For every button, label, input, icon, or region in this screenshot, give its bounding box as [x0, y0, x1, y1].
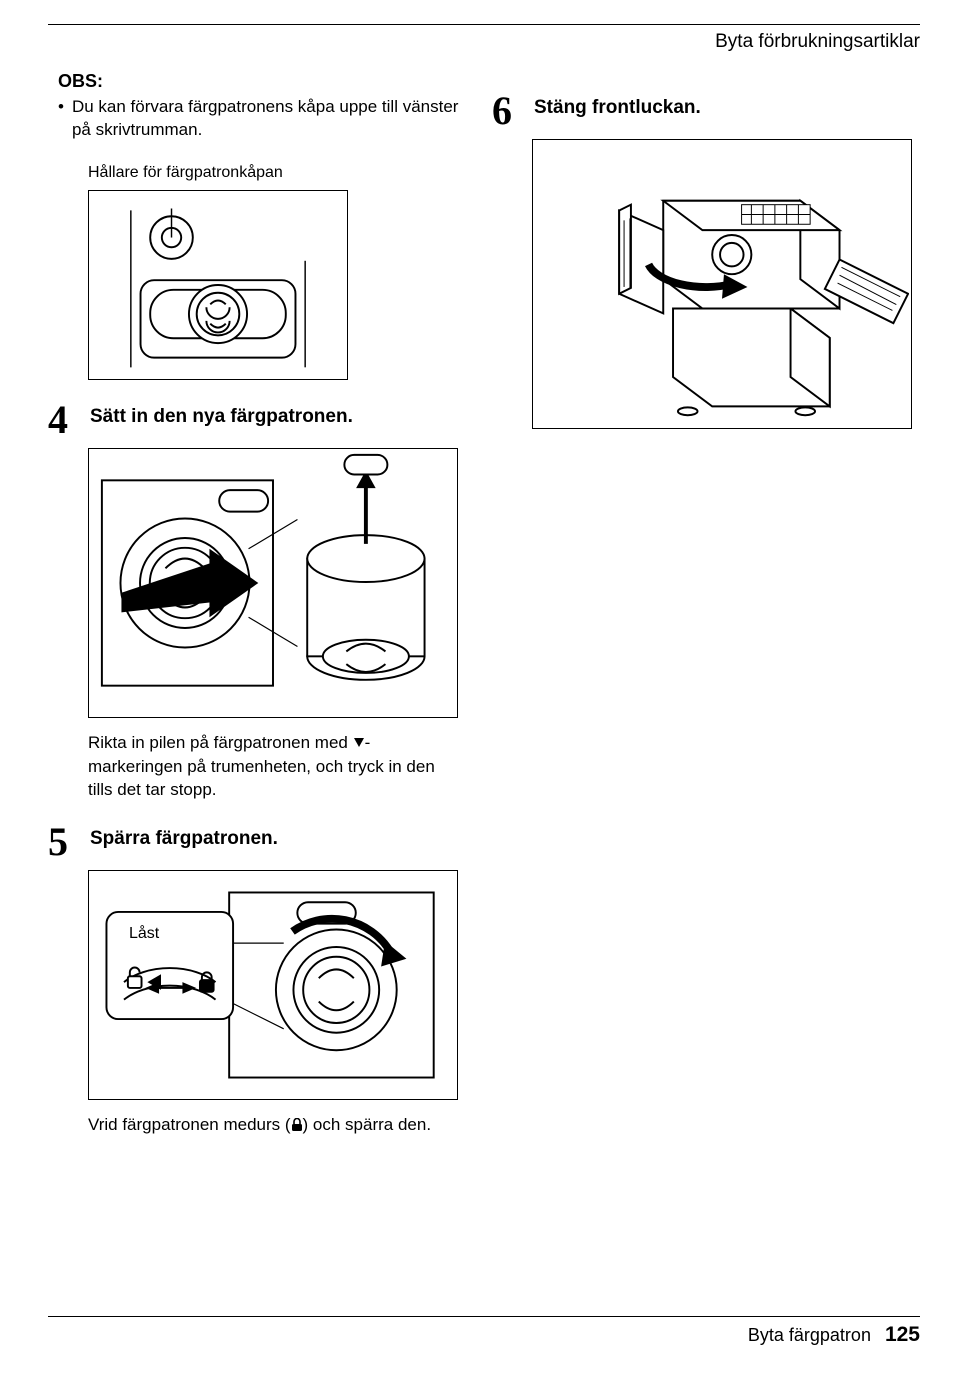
step-5-body: Vrid färgpatronen medurs ( ) och spärra d… [88, 1114, 464, 1139]
figure-cap-holder [88, 190, 348, 380]
insert-cartridge-illustration [91, 451, 455, 715]
page-footer: Byta färgpatron 125 [48, 1316, 920, 1347]
figure-close-door [532, 139, 912, 429]
close-door-illustration [535, 142, 909, 426]
step-4-body-pre: Rikta in pilen på färgpatronen med [88, 733, 353, 752]
step-5-title: Spärra färgpatronen. [90, 822, 278, 850]
step-4-number: 4 [48, 400, 76, 440]
bullet-dot: • [58, 96, 64, 142]
step-5-body-pre: Vrid färgpatronen medurs ( [88, 1115, 291, 1134]
note-bullet: • Du kan förvara färgpatronens kåpa uppe… [58, 96, 468, 142]
lock-icon [291, 1116, 303, 1139]
cap-holder-illustration [91, 193, 345, 377]
footer-section: Byta färgpatron [748, 1325, 871, 1346]
step-5-body-post: ) och spärra den. [303, 1115, 432, 1134]
note-title: OBS: [58, 71, 468, 92]
figure-insert-cartridge [88, 448, 458, 718]
lock-callout-label: Låst [129, 925, 159, 943]
step-4-title: Sätt in den nya färgpatronen. [90, 400, 353, 428]
step-5-number: 5 [48, 822, 76, 862]
holder-caption: Hållare för färgpatronkåpan [88, 164, 468, 182]
header-rule [48, 24, 920, 25]
step-4: 4 Sätt in den nya färgpatronen. [48, 400, 468, 440]
footer-rule [48, 1316, 920, 1317]
step-6-number: 6 [492, 91, 520, 131]
footer-page-number: 125 [885, 1323, 920, 1347]
step-4-body: Rikta in pilen på färgpatronen med -mark… [88, 732, 464, 802]
step-6: 6 Stäng frontluckan. [492, 91, 920, 131]
step-6-title: Stäng frontluckan. [534, 91, 701, 119]
chapter-title: Byta förbrukningsartiklar [48, 31, 920, 53]
note-block: OBS: • Du kan förvara färgpatronens kåpa… [58, 71, 468, 142]
note-text: Du kan förvara färgpatronens kåpa uppe t… [72, 96, 468, 142]
step-5: 5 Spärra färgpatronen. [48, 822, 468, 862]
figure-lock-cartridge: Låst [88, 870, 458, 1100]
lock-cartridge-illustration [91, 873, 455, 1097]
down-triangle-icon [353, 733, 365, 756]
